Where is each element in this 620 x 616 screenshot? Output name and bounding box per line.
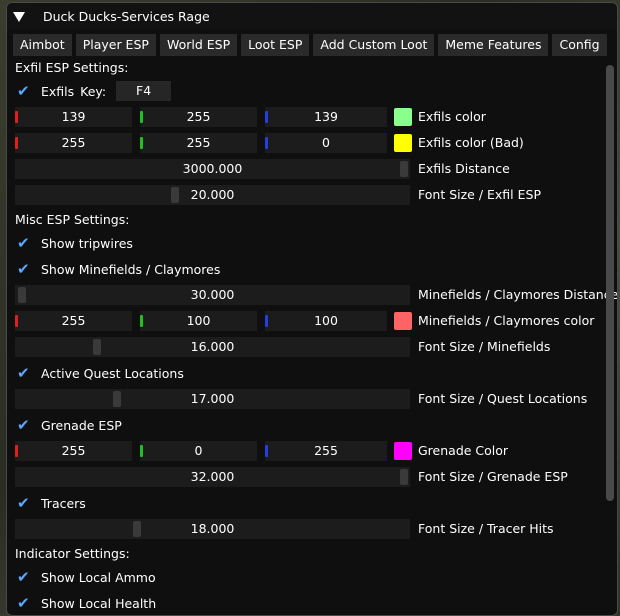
quest-font-label: Font Size / Quest Locations [418, 391, 588, 406]
mine-font-slider[interactable]: 16.000 [15, 337, 410, 357]
title-bar[interactable]: Duck Ducks-Services Rage [7, 3, 617, 30]
exfils-color-bad-b[interactable]: 0 [265, 133, 387, 153]
grenade-checkbox[interactable]: ✔ [17, 416, 30, 434]
exfils-color-swatch[interactable] [394, 108, 412, 126]
grenade-row: ✔ Grenade ESP [15, 414, 122, 436]
tab-add-custom-loot[interactable]: Add Custom Loot [313, 34, 435, 56]
exfils-color-g[interactable]: 255 [140, 107, 257, 127]
exfil-font-size-slider[interactable]: 20.000 [15, 185, 410, 205]
grenade-font-label: Font Size / Grenade ESP [418, 469, 568, 484]
exfils-color-bad-label: Exfils color (Bad) [418, 135, 524, 150]
mine-color-label: Minefields / Claymores color [418, 313, 595, 328]
slider-grab[interactable] [133, 521, 141, 537]
tripwires-checkbox[interactable]: ✔ [17, 234, 30, 252]
minefields-checkbox[interactable]: ✔ [17, 260, 30, 278]
exfils-key-button[interactable]: F4 [116, 81, 172, 101]
quest-row: ✔ Active Quest Locations [15, 362, 184, 384]
exfils-color-bad-g[interactable]: 255 [140, 133, 257, 153]
collapse-arrow-icon[interactable] [13, 11, 25, 22]
tab-loot-esp[interactable]: Loot ESP [241, 34, 310, 56]
mine-color-r[interactable]: 255 [15, 311, 132, 331]
grenade-label: Grenade ESP [41, 417, 122, 433]
tracers-checkbox[interactable]: ✔ [17, 494, 30, 512]
misc-heading: Misc ESP Settings: [15, 212, 130, 227]
vertical-scrollbar[interactable] [605, 65, 615, 605]
mine-distance-slider[interactable]: 30.000 [15, 285, 410, 305]
minefields-label: Show Minefields / Claymores [41, 261, 221, 277]
tripwires-row: ✔ Show tripwires [15, 232, 133, 254]
tracer-font-slider[interactable]: 18.000 [15, 519, 410, 539]
exfils-color-bad-r[interactable]: 255 [15, 133, 132, 153]
exfils-color-b[interactable]: 139 [265, 107, 387, 127]
grenade-color-r[interactable]: 255 [15, 441, 132, 461]
indicator-heading: Indicator Settings: [15, 546, 130, 561]
exfils-distance-slider[interactable]: 3000.000 [15, 159, 410, 179]
tab-bar: Aimbot Player ESP World ESP Loot ESP Add… [13, 34, 607, 56]
cheat-menu-window[interactable]: Duck Ducks-Services Rage Aimbot Player E… [6, 2, 618, 616]
tab-config[interactable]: Config [552, 34, 607, 56]
ammo-label: Show Local Ammo [41, 569, 156, 585]
exfils-checkbox[interactable]: ✔ [17, 82, 30, 100]
window-title: Duck Ducks-Services Rage [43, 9, 210, 24]
tripwires-label: Show tripwires [41, 235, 133, 251]
mine-color-b[interactable]: 100 [265, 311, 387, 331]
tab-world-esp[interactable]: World ESP [159, 34, 238, 56]
ammo-row: ✔ Show Local Ammo [15, 566, 156, 588]
slider-grab[interactable] [400, 469, 408, 485]
grenade-color-g[interactable]: 0 [140, 441, 257, 461]
tab-meme-features[interactable]: Meme Features [438, 34, 549, 56]
exfils-row: ✔ Exfils Key: F4 [15, 80, 172, 102]
slider-grab[interactable] [400, 161, 408, 177]
minefields-row: ✔ Show Minefields / Claymores [15, 258, 220, 280]
health-checkbox[interactable]: ✔ [17, 594, 30, 612]
quest-font-slider[interactable]: 17.000 [15, 389, 410, 409]
slider-grab[interactable] [93, 339, 101, 355]
ammo-checkbox[interactable]: ✔ [17, 568, 30, 586]
quest-checkbox[interactable]: ✔ [17, 364, 30, 382]
grenade-color-swatch[interactable] [394, 442, 412, 460]
tracers-label: Tracers [41, 495, 86, 511]
mine-color-swatch[interactable] [394, 312, 412, 330]
scrollbar-thumb[interactable] [606, 65, 614, 501]
tracer-font-label: Font Size / Tracer Hits [418, 521, 554, 536]
mine-font-label: Font Size / Minefields [418, 339, 551, 354]
exfil-font-size-label: Font Size / Exfil ESP [418, 187, 541, 202]
tab-aimbot[interactable]: Aimbot [13, 34, 72, 56]
mine-color-g[interactable]: 100 [140, 311, 257, 331]
slider-grab[interactable] [113, 391, 121, 407]
grenade-color-label: Grenade Color [418, 443, 509, 458]
key-label: Key: [80, 83, 107, 99]
slider-grab[interactable] [18, 287, 26, 303]
exfils-distance-label: Exfils Distance [418, 161, 510, 176]
quest-label: Active Quest Locations [41, 365, 184, 381]
grenade-font-slider[interactable]: 32.000 [15, 467, 410, 487]
mine-distance-label: Minefields / Claymores Distance [418, 287, 618, 302]
tracers-row: ✔ Tracers [15, 492, 86, 514]
tab-player-esp[interactable]: Player ESP [75, 34, 156, 56]
exfils-color-label: Exfils color [418, 109, 486, 124]
slider-grab[interactable] [171, 187, 179, 203]
health-label: Show Local Health [41, 595, 157, 611]
exfils-label: Exfils [41, 83, 75, 99]
exfil-heading: Exfil ESP Settings: [15, 60, 129, 75]
grenade-color-b[interactable]: 255 [265, 441, 387, 461]
exfils-color-bad-swatch[interactable] [394, 134, 412, 152]
exfils-color-r[interactable]: 139 [15, 107, 132, 127]
health-row: ✔ Show Local Health [15, 592, 156, 614]
